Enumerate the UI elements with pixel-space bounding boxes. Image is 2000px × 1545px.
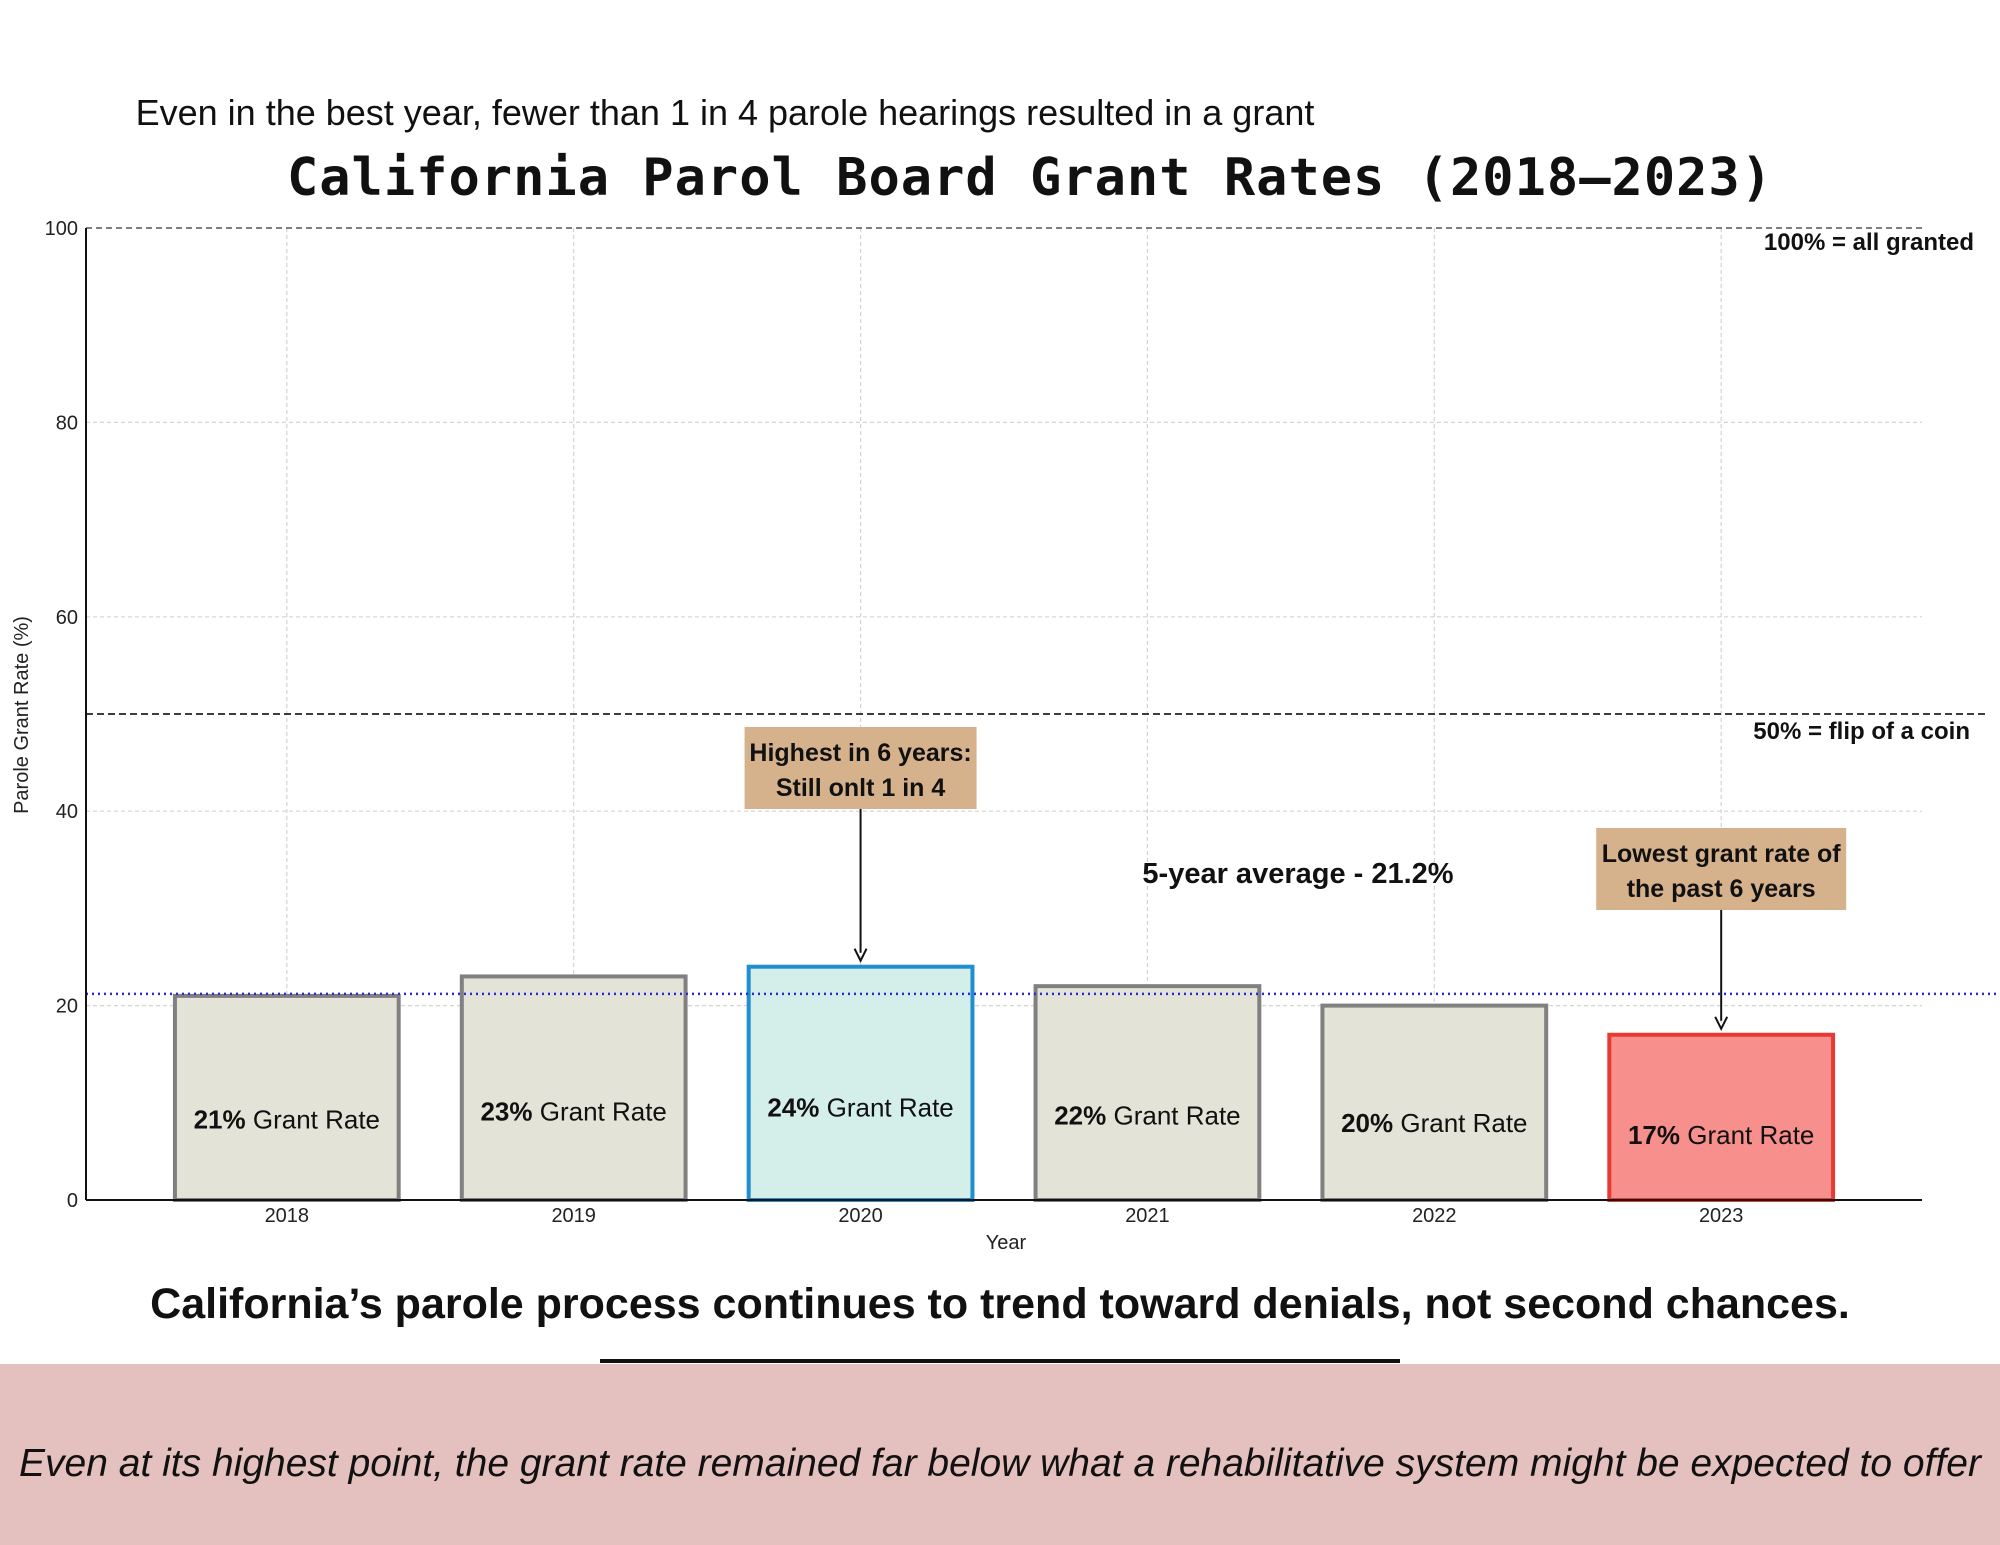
y-tick-label: 20 — [56, 996, 78, 1018]
bar-label-suffix: Grant Rate — [246, 1104, 380, 1134]
bar-label-suffix: Grant Rate — [1680, 1120, 1814, 1150]
bar-label-value: 21% — [194, 1104, 246, 1134]
x-tick-label: 2022 — [1412, 1205, 1457, 1227]
headline: California’s parole process continues to… — [150, 1280, 1850, 1328]
bar-label-value: 20% — [1341, 1108, 1393, 1138]
x-tick-label: 2019 — [551, 1205, 596, 1227]
bar-label-2022: 20% Grant Rate — [1341, 1108, 1527, 1138]
y-axis-label: Parole Grant Rate (%) — [11, 616, 33, 814]
annotation-text-2023: Lowest grant rate of — [1602, 840, 1842, 868]
chart-title: California Parol Board Grant Rates (2018… — [286, 148, 1774, 208]
reference-label-50: 50% = flip of a coin — [1753, 718, 1970, 745]
bar-chart: 0 20 40 60 80 100 100% = all granted 50% = flip… — [11, 218, 1998, 1254]
x-tick-label: 2021 — [1125, 1205, 1170, 1227]
y-tick-label: 60 — [56, 607, 78, 629]
bar-2022 — [1320, 1003, 1549, 1202]
y-tick-label: 80 — [56, 412, 78, 434]
bar-2021 — [1033, 984, 1262, 1202]
annotation-arrowhead-2020 — [853, 948, 868, 963]
bar-label-value: 22% — [1054, 1100, 1106, 1130]
y-tick-label: 0 — [67, 1190, 78, 1212]
footer-text: Even at its highest point, the grant rat… — [19, 1442, 1981, 1485]
x-axis-label: Year — [986, 1232, 1027, 1254]
average-label: 5-year average - 21.2% — [1142, 858, 1453, 890]
bar-label-suffix: Grant Rate — [819, 1093, 953, 1123]
x-tick-label: 2023 — [1699, 1205, 1744, 1227]
bar-label-2023: 17% Grant Rate — [1628, 1120, 1814, 1150]
x-tick-label: 2018 — [265, 1205, 310, 1227]
headline-underline — [600, 1359, 1400, 1363]
footer-band — [0, 1364, 2000, 1545]
bar-label-suffix: Grant Rate — [533, 1097, 667, 1127]
bar-label-value: 17% — [1628, 1120, 1680, 1150]
bar-2020 — [746, 964, 975, 1202]
bar-label-suffix: Grant Rate — [1106, 1100, 1240, 1130]
bar-2018 — [172, 993, 401, 1202]
bar-label-2020: 24% Grant Rate — [767, 1093, 953, 1123]
bar-label-value: 24% — [767, 1093, 819, 1123]
y-tick-label: 40 — [56, 801, 78, 823]
bar-2019 — [459, 974, 688, 1202]
annotation-arrowhead-2023 — [1714, 1016, 1729, 1031]
bar-label-suffix: Grant Rate — [1393, 1108, 1527, 1138]
annotation-box-2023 — [1596, 828, 1847, 910]
bar-label-2021: 22% Grant Rate — [1054, 1100, 1240, 1130]
annotation-box-2020 — [744, 727, 977, 809]
annotation-text-2020: Still onlt 1 in 4 — [776, 774, 946, 802]
bar-label-2019: 23% Grant Rate — [480, 1097, 666, 1127]
bar-label-value: 23% — [480, 1097, 532, 1127]
annotation-text-2020: Highest in 6 years: — [749, 739, 971, 767]
bar-label-2018: 21% Grant Rate — [194, 1104, 380, 1134]
bar-2023 — [1607, 1032, 1836, 1203]
y-tick-label: 100 — [45, 218, 78, 240]
x-tick-label: 2020 — [838, 1205, 883, 1227]
chart-subtitle: Even in the best year, fewer than 1 in 4… — [135, 92, 1315, 133]
reference-label-100: 100% = all granted — [1764, 229, 1974, 256]
annotation-text-2023: the past 6 years — [1627, 875, 1816, 903]
